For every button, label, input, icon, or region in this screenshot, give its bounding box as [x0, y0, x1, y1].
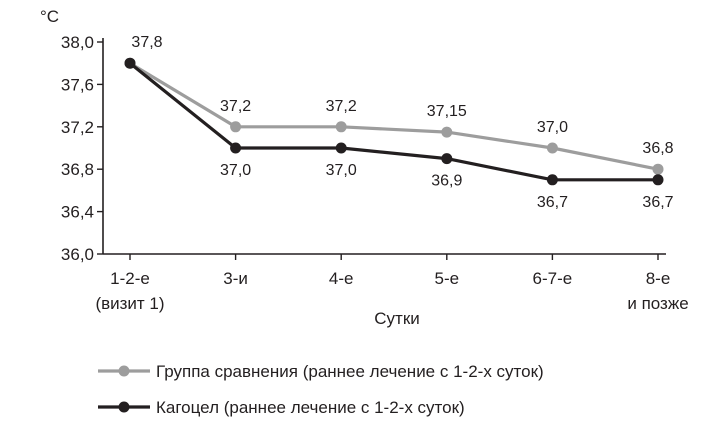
series-2 — [124, 57, 664, 186]
data-point — [441, 126, 453, 138]
data-label: 36,8 — [642, 140, 673, 157]
legend-label: Группа сравнения (раннее лечение с 1-2-х… — [156, 362, 544, 381]
legend-item: Кагоцел (раннее лечение с 1-2-х суток) — [98, 398, 465, 417]
x-tick-label: 6-7-е — [533, 269, 573, 288]
data-point — [652, 174, 664, 186]
data-label: 37,2 — [326, 98, 357, 115]
y-tick-label: 36,0 — [61, 245, 94, 264]
series-1 — [124, 57, 664, 175]
x-ticks: 1-2-е (визит 1) 3-и 4-е 5-е 6-7-е 8-е и позже — [95, 254, 689, 313]
y-unit-label: °C — [40, 7, 59, 26]
x-tick-label: (визит 1) — [95, 294, 164, 313]
data-point — [230, 121, 242, 133]
data-label: 37,0 — [326, 162, 357, 179]
x-axis-label: Сутки — [374, 309, 420, 328]
legend: Группа сравнения (раннее лечение с 1-2-х… — [98, 362, 544, 417]
data-point — [335, 121, 347, 133]
data-point — [652, 163, 664, 175]
y-ticks: 36,0 36,4 36,8 37,2 37,6 38,0 — [61, 33, 103, 264]
data-point — [124, 57, 136, 69]
legend-marker — [118, 401, 130, 413]
legend-marker — [118, 365, 130, 377]
data-label: 37,2 — [220, 98, 251, 115]
data-label: 37,15 — [427, 103, 467, 120]
data-label: 36,7 — [642, 194, 673, 211]
series-line — [129, 61, 659, 171]
y-tick-label: 37,6 — [61, 75, 94, 94]
legend-label: Кагоцел (раннее лечение с 1-2-х суток) — [156, 398, 465, 417]
data-point — [230, 142, 242, 154]
data-labels: 37,8 37,2 37,2 37,15 37,0 36,8 37,0 37,0 36,9 36,… — [131, 34, 673, 211]
axes — [102, 38, 666, 255]
data-point — [335, 142, 347, 154]
y-tick-label: 36,4 — [61, 203, 94, 222]
data-point — [441, 153, 453, 165]
data-label: 37,0 — [220, 162, 251, 179]
data-point — [546, 174, 558, 186]
y-tick-label: 38,0 — [61, 33, 94, 52]
series-line — [128, 61, 658, 182]
legend-item: Группа сравнения (раннее лечение с 1-2-х… — [98, 362, 544, 381]
data-label: 36,9 — [431, 173, 462, 190]
data-label: 37,8 — [131, 34, 162, 51]
x-tick-label: и позже — [627, 294, 688, 313]
data-label: 37,0 — [537, 119, 568, 136]
x-tick-label: 5-е — [435, 269, 460, 288]
y-tick-label: 37,2 — [61, 118, 94, 137]
data-point — [546, 142, 558, 154]
y-tick-label: 36,8 — [61, 160, 94, 179]
x-tick-label: 4-е — [329, 269, 354, 288]
series-lines — [124, 57, 664, 186]
x-tick-label: 3-и — [223, 269, 248, 288]
x-tick-label: 1-2-е — [110, 269, 150, 288]
data-label: 36,7 — [537, 194, 568, 211]
x-tick-label: 8-е — [646, 269, 671, 288]
